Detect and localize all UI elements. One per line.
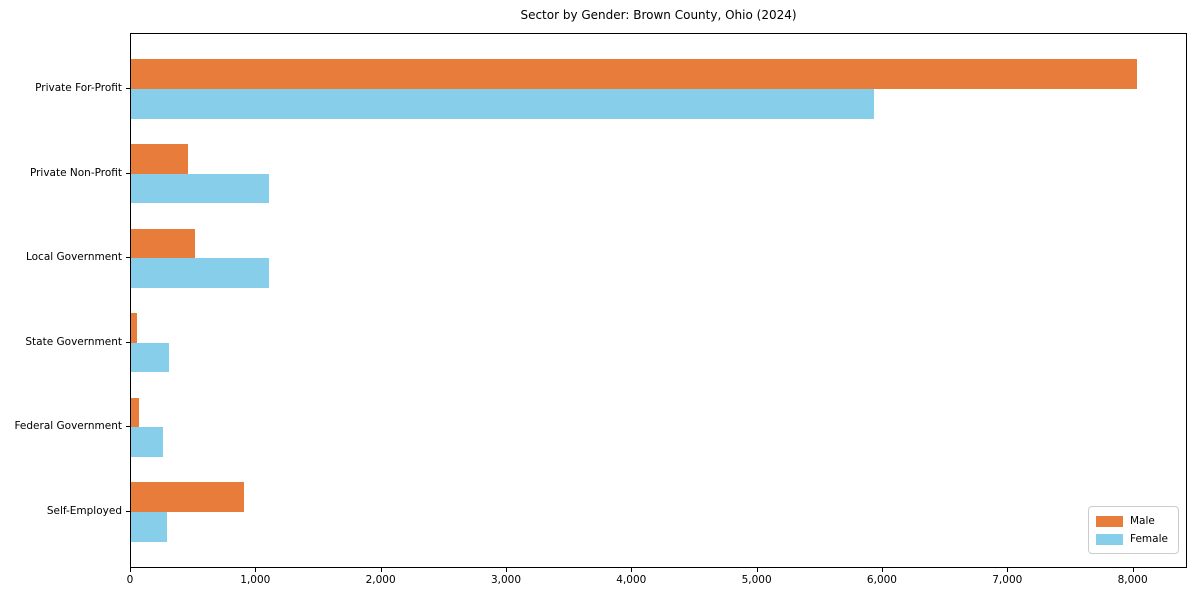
x-tick-mark — [1132, 568, 1134, 572]
x-tick-label: 8,000 — [1117, 574, 1148, 586]
x-tick-label: 0 — [126, 574, 134, 586]
bar-male-5 — [131, 397, 140, 428]
x-tick-label: 4,000 — [616, 574, 647, 586]
x-tick-label: 3,000 — [490, 574, 521, 586]
y-tick-mark — [126, 88, 130, 89]
bar-male-3 — [131, 228, 195, 259]
x-tick-label: 2,000 — [365, 574, 396, 586]
y-tick-mark — [126, 172, 130, 174]
bar-male-2 — [131, 144, 189, 174]
bar-female-6 — [131, 512, 167, 542]
y-tick-mark — [126, 511, 130, 512]
x-tick-label: 7,000 — [992, 574, 1023, 586]
bar-male-6 — [131, 482, 244, 512]
x-tick-mark — [505, 568, 507, 572]
y-tick-label: Private For-Profit — [35, 82, 122, 94]
bar-male-1 — [131, 59, 1138, 89]
y-tick-mark — [126, 341, 130, 343]
x-tick-label: 6,000 — [866, 574, 897, 586]
legend-swatch-female — [1096, 533, 1123, 545]
x-tick-mark — [881, 568, 883, 572]
bar-female-2 — [131, 173, 269, 204]
bar-female-1 — [131, 89, 875, 119]
x-tick-mark — [255, 568, 257, 572]
x-tick-mark — [756, 568, 758, 572]
y-tick-label: Private Non-Profit — [29, 166, 122, 179]
legend-entry-male: Male — [1096, 513, 1171, 529]
x-tick-mark — [631, 568, 633, 572]
legend-label: Male — [1130, 515, 1155, 527]
legend-entry-female: Female — [1096, 531, 1171, 547]
x-tick-label: 5,000 — [741, 574, 772, 586]
y-tick-mark — [126, 426, 130, 428]
legend-swatch-male — [1096, 515, 1123, 527]
chart-title: Sector by Gender: Brown County, Ohio (20… — [520, 8, 797, 22]
bar-female-3 — [131, 258, 269, 288]
plot-area — [130, 33, 1187, 568]
x-tick-mark — [1007, 568, 1009, 572]
y-tick-label: State Government — [25, 335, 122, 348]
bar-male-4 — [131, 313, 138, 343]
legend-label: Female — [1130, 533, 1168, 545]
y-tick-label: Federal Government — [14, 420, 122, 433]
bar-female-5 — [131, 427, 163, 457]
y-tick-mark — [126, 257, 130, 259]
x-tick-label: 1,000 — [240, 574, 271, 586]
y-tick-label: Self-Employed — [46, 505, 122, 517]
x-tick-mark — [130, 568, 131, 572]
x-tick-mark — [380, 568, 382, 572]
legend: Male Female — [1088, 506, 1179, 554]
bar-female-4 — [131, 342, 170, 373]
y-tick-label: Local Government — [25, 251, 122, 264]
